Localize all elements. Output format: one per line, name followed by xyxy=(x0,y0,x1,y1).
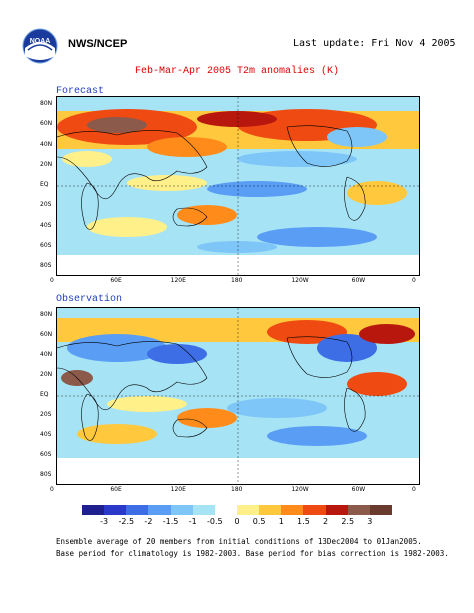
colorbar-segment xyxy=(104,505,127,515)
colorbar-label: 3 xyxy=(367,517,373,526)
colorbar-label: 0 xyxy=(234,517,240,526)
lat-label: 80N xyxy=(40,100,53,107)
lat-label: EQ xyxy=(40,181,49,188)
lat-label: 40N xyxy=(40,351,53,358)
lat-label: 20N xyxy=(40,371,53,378)
colorbar-segment xyxy=(281,505,304,515)
lat-label: 20S xyxy=(40,201,52,209)
svg-text:NOAA: NOAA xyxy=(30,38,51,45)
lat-label: 60N xyxy=(40,120,53,128)
colorbar-labels: -3 -2.5 -2 -1.5 -1 -0.5 0 0.5 1 1.5 2 2.5 3 xyxy=(82,517,392,527)
colorbar-segment xyxy=(214,505,237,515)
colorbar-label: 2 xyxy=(323,517,329,526)
footnote-line-2: Base period for climatology is 1982-2003… xyxy=(56,549,449,558)
lon-label: 0 xyxy=(412,277,416,284)
forecast-anomaly-field xyxy=(57,97,419,275)
lon-label: 120W xyxy=(291,486,309,493)
colorbar xyxy=(82,505,392,515)
lat-label: 80N xyxy=(40,311,53,318)
footnote-line-1: Ensemble average of 20 members from init… xyxy=(56,537,422,546)
org-name: NWS/NCEP xyxy=(68,38,128,50)
colorbar-segment xyxy=(325,505,348,515)
lat-label: 40N xyxy=(40,140,53,148)
lon-label: 120E xyxy=(170,486,186,493)
observation-label: Observation xyxy=(56,294,123,305)
lat-label: EQ xyxy=(40,391,49,398)
forecast-map xyxy=(56,96,420,276)
lon-label: 60E xyxy=(110,486,122,493)
lon-label: 0 xyxy=(412,486,416,493)
observation-anomaly-field xyxy=(57,308,419,484)
colorbar-segment xyxy=(303,505,326,515)
colorbar-segment xyxy=(192,505,215,515)
colorbar-label: -2 xyxy=(144,517,153,526)
lon-label: 0 xyxy=(50,486,54,493)
lon-label: 0 xyxy=(50,277,54,284)
lon-label: 60W xyxy=(351,277,366,284)
colorbar-segment xyxy=(170,505,193,515)
lon-label: 180 xyxy=(231,486,243,493)
lon-label: 60W xyxy=(351,486,366,493)
colorbar-label: 0.5 xyxy=(252,517,266,526)
lat-label: 60N xyxy=(40,331,53,338)
noaa-logo: NOAA xyxy=(22,28,58,64)
colorbar-segment xyxy=(259,505,282,515)
lon-label: 120W xyxy=(291,277,309,284)
lat-label: 80S xyxy=(40,471,52,478)
colorbar-label: -1.5 xyxy=(162,517,179,526)
colorbar-segment xyxy=(148,505,171,515)
lat-label: 20N xyxy=(40,160,53,168)
colorbar-segment xyxy=(126,505,149,515)
observation-map xyxy=(56,307,420,485)
lon-label: 60E xyxy=(110,277,122,284)
colorbar-label: 2.5 xyxy=(341,517,355,526)
colorbar-segment xyxy=(236,505,260,515)
lat-label: 80S xyxy=(40,262,52,269)
colorbar-label: -3 xyxy=(100,517,109,526)
colorbar-segment xyxy=(347,505,370,515)
colorbar-label: -1 xyxy=(188,517,197,526)
figure-title: Feb-Mar-Apr 2005 T2m anomalies (K) xyxy=(134,66,340,77)
lat-label: 40S xyxy=(40,431,52,438)
lon-label: 120E xyxy=(170,277,186,284)
colorbar-segment xyxy=(82,505,105,515)
colorbar-label: -2.5 xyxy=(118,517,135,526)
lat-label: 60S xyxy=(40,241,52,249)
lat-label: 20S xyxy=(40,411,52,418)
colorbar-label: 1 xyxy=(278,517,284,526)
forecast-label: Forecast xyxy=(56,86,105,97)
colorbar-label: -0.5 xyxy=(207,517,223,526)
lon-label: 180 xyxy=(231,277,243,284)
colorbar-segment xyxy=(369,505,392,515)
lat-label: 60S xyxy=(40,451,52,458)
last-update: Last update: Fri Nov 4 2005 xyxy=(293,38,456,49)
footnote: Ensemble average of 20 members from init… xyxy=(56,536,449,560)
lat-label: 40S xyxy=(40,221,52,229)
colorbar-label: 1.5 xyxy=(297,517,310,526)
